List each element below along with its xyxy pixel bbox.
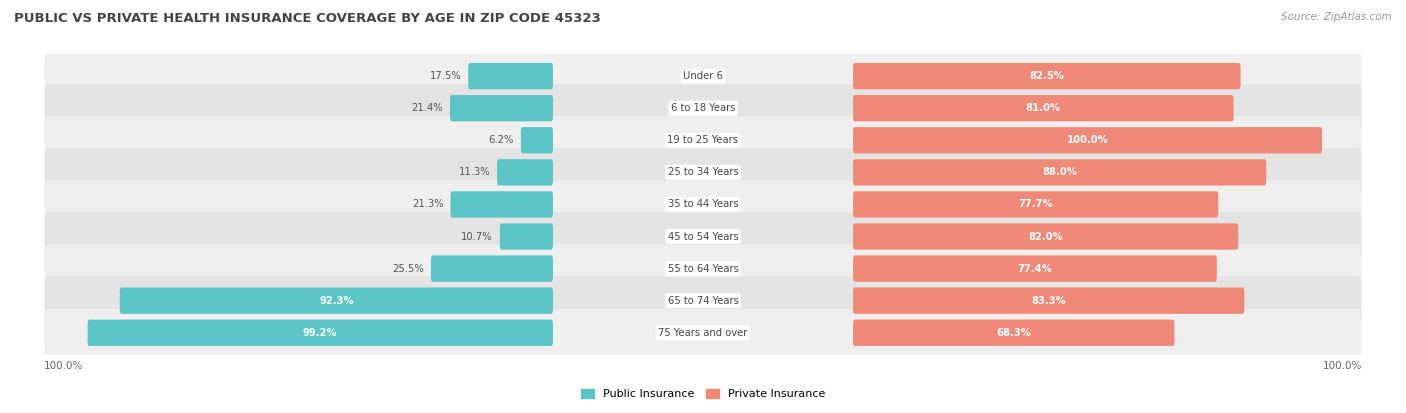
Text: 35 to 44 Years: 35 to 44 Years <box>668 199 738 209</box>
Text: 88.0%: 88.0% <box>1042 167 1077 177</box>
FancyBboxPatch shape <box>120 287 553 314</box>
FancyBboxPatch shape <box>450 191 553 218</box>
FancyBboxPatch shape <box>468 63 553 89</box>
FancyBboxPatch shape <box>45 309 1361 357</box>
Text: 11.3%: 11.3% <box>458 167 491 177</box>
Text: 65 to 74 Years: 65 to 74 Years <box>668 296 738 306</box>
Text: 99.2%: 99.2% <box>302 328 337 338</box>
Text: 6.2%: 6.2% <box>488 135 513 145</box>
FancyBboxPatch shape <box>45 244 1361 293</box>
Text: Source: ZipAtlas.com: Source: ZipAtlas.com <box>1281 12 1392 22</box>
Text: 83.3%: 83.3% <box>1032 296 1066 306</box>
FancyBboxPatch shape <box>450 95 553 121</box>
Text: 81.0%: 81.0% <box>1026 103 1060 113</box>
FancyBboxPatch shape <box>45 52 1361 100</box>
Legend: Public Insurance, Private Insurance: Public Insurance, Private Insurance <box>576 385 830 404</box>
Text: 21.4%: 21.4% <box>412 103 443 113</box>
Text: 100.0%: 100.0% <box>1067 135 1108 145</box>
Text: 82.5%: 82.5% <box>1029 71 1064 81</box>
FancyBboxPatch shape <box>853 63 1240 89</box>
Text: 68.3%: 68.3% <box>997 328 1031 338</box>
Text: 55 to 64 Years: 55 to 64 Years <box>668 263 738 273</box>
Text: 6 to 18 Years: 6 to 18 Years <box>671 103 735 113</box>
FancyBboxPatch shape <box>853 255 1216 282</box>
Text: 25.5%: 25.5% <box>392 263 423 273</box>
FancyBboxPatch shape <box>498 159 553 185</box>
Text: 45 to 54 Years: 45 to 54 Years <box>668 232 738 242</box>
Text: PUBLIC VS PRIVATE HEALTH INSURANCE COVERAGE BY AGE IN ZIP CODE 45323: PUBLIC VS PRIVATE HEALTH INSURANCE COVER… <box>14 12 600 25</box>
Text: 10.7%: 10.7% <box>461 232 494 242</box>
FancyBboxPatch shape <box>45 84 1361 132</box>
Text: 19 to 25 Years: 19 to 25 Years <box>668 135 738 145</box>
FancyBboxPatch shape <box>853 159 1267 185</box>
Text: 77.7%: 77.7% <box>1018 199 1053 209</box>
FancyBboxPatch shape <box>45 148 1361 197</box>
Text: 82.0%: 82.0% <box>1028 232 1063 242</box>
Text: 21.3%: 21.3% <box>412 199 443 209</box>
FancyBboxPatch shape <box>853 191 1218 218</box>
FancyBboxPatch shape <box>853 95 1233 121</box>
FancyBboxPatch shape <box>501 223 553 249</box>
Text: Under 6: Under 6 <box>683 71 723 81</box>
FancyBboxPatch shape <box>45 116 1361 164</box>
Text: 25 to 34 Years: 25 to 34 Years <box>668 167 738 177</box>
FancyBboxPatch shape <box>853 223 1239 249</box>
FancyBboxPatch shape <box>853 287 1244 314</box>
FancyBboxPatch shape <box>45 180 1361 228</box>
FancyBboxPatch shape <box>853 320 1174 346</box>
FancyBboxPatch shape <box>430 255 553 282</box>
FancyBboxPatch shape <box>87 320 553 346</box>
FancyBboxPatch shape <box>45 277 1361 325</box>
Text: 92.3%: 92.3% <box>319 296 354 306</box>
FancyBboxPatch shape <box>45 212 1361 261</box>
FancyBboxPatch shape <box>853 127 1322 154</box>
Text: 75 Years and over: 75 Years and over <box>658 328 748 338</box>
Text: 77.4%: 77.4% <box>1018 263 1052 273</box>
FancyBboxPatch shape <box>520 127 553 154</box>
Text: 17.5%: 17.5% <box>429 71 461 81</box>
